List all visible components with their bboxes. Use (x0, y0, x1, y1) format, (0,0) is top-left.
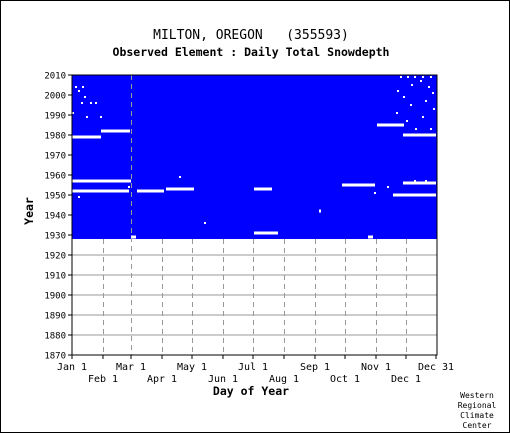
y-tick-label: 1890 (44, 312, 66, 322)
data-gap-point (100, 116, 102, 118)
y-tick-label: 1940 (44, 212, 66, 222)
data-gap-point (179, 176, 181, 178)
data-gap-point (397, 90, 399, 92)
data-gap-point (78, 90, 80, 92)
data-gap-point (84, 96, 86, 98)
y-axis-label: Year (22, 197, 36, 225)
y-tick-label: 1900 (44, 292, 66, 302)
data-gap-segment (137, 189, 164, 193)
data-gap-point (387, 186, 389, 188)
credit-line-2: Regional (458, 401, 497, 410)
data-gap-point (75, 86, 77, 88)
data-gap-point (403, 96, 405, 98)
y-tick-label: 1960 (44, 172, 66, 182)
data-gap-segment (254, 231, 278, 235)
data-gap-point (407, 76, 409, 78)
data-gap-point (82, 86, 84, 88)
data-gap-segment (166, 187, 194, 191)
data-gap-point (81, 102, 83, 104)
credit-line-4: Center (463, 421, 492, 430)
data-gap-segment (403, 133, 436, 137)
x-tick-label: Feb 1 (88, 374, 118, 385)
data-gap-segment (319, 209, 321, 213)
data-gap-point (204, 222, 206, 224)
data-gap-point (425, 180, 427, 182)
data-gap-point (95, 102, 97, 104)
y-tick-label: 1970 (44, 152, 66, 162)
data-gap-point (430, 76, 432, 78)
x-tick-label: Mar 1 (116, 362, 146, 373)
data-gap-point (72, 112, 74, 114)
plot-area: 1870 1880 1890 1900 1910 1920 1930 1940 1950 1960… (44, 72, 454, 386)
data-gap-point (410, 104, 412, 106)
data-gap-point (128, 186, 130, 188)
chart-subtitle: Observed Element : Daily Total Snowdepth (113, 45, 390, 59)
y-tick-label: 1980 (44, 132, 66, 142)
data-gap-point (430, 128, 432, 130)
credit-line-1: Western (460, 391, 494, 400)
data-gap-point (433, 108, 435, 110)
data-gap-point (422, 76, 424, 78)
y-tick-label: 1870 (44, 352, 66, 362)
data-gap-segment (403, 181, 436, 185)
data-gap-point (400, 76, 402, 78)
x-tick-label: May 1 (177, 362, 207, 373)
data-gap-segment (342, 183, 375, 187)
data-gap-point (411, 84, 413, 86)
credit-block: Western Regional Climate Center (458, 391, 497, 430)
data-gap-segment (254, 187, 272, 191)
x-tick-label: Jun 1 (208, 374, 238, 385)
data-gap-segment (72, 179, 131, 183)
data-gap-segment (101, 129, 130, 133)
y-tick-label: 1950 (44, 192, 66, 202)
data-gap-segment (131, 235, 136, 239)
data-gap-point (396, 112, 398, 114)
x-tick-label: Jan 1 (57, 362, 87, 373)
y-tick-label: 2000 (44, 92, 66, 102)
y-tick-label: 1880 (44, 332, 66, 342)
x-tick-label: Dec 31 (418, 362, 454, 373)
data-gap-segment (368, 235, 373, 239)
data-gap-segment (377, 123, 404, 127)
data-gap-point (90, 102, 92, 104)
data-gap-segment (72, 135, 101, 139)
chart-title: MILTON, OREGON (355593) (153, 28, 349, 43)
x-tick-label: Dec 1 (391, 374, 421, 385)
data-gap-point (428, 86, 430, 88)
y-tick-label: 2010 (44, 72, 66, 82)
data-gap-point (415, 128, 417, 130)
y-tick-label: 1910 (44, 272, 66, 282)
x-tick-label: Nov 1 (361, 362, 391, 373)
y-tick-label: 1990 (44, 112, 66, 122)
data-gap-point (422, 116, 424, 118)
x-tick-label: Apr 1 (147, 374, 177, 385)
x-tick-label: Sep 1 (300, 362, 330, 373)
data-gap-segment (72, 189, 129, 193)
data-gap-point (432, 92, 434, 94)
x-tick-label: Jul 1 (238, 362, 268, 373)
x-tick-label: Aug 1 (269, 374, 299, 385)
credit-line-3: Climate (460, 411, 494, 420)
data-gap-point (420, 80, 422, 82)
data-coverage-block (72, 75, 437, 239)
data-gap-segment (393, 193, 436, 197)
data-gap-point (425, 100, 427, 102)
data-gap-point (414, 76, 416, 78)
data-gap-point (374, 192, 376, 194)
data-gap-point (86, 116, 88, 118)
x-axis-label: Day of Year (213, 384, 289, 398)
x-tick-label: Oct 1 (330, 374, 360, 385)
y-tick-label: 1920 (44, 252, 66, 262)
data-gap-point (78, 196, 80, 198)
y-tick-label: 1930 (44, 232, 66, 242)
data-gap-point (414, 180, 416, 182)
data-gap-point (406, 120, 408, 122)
